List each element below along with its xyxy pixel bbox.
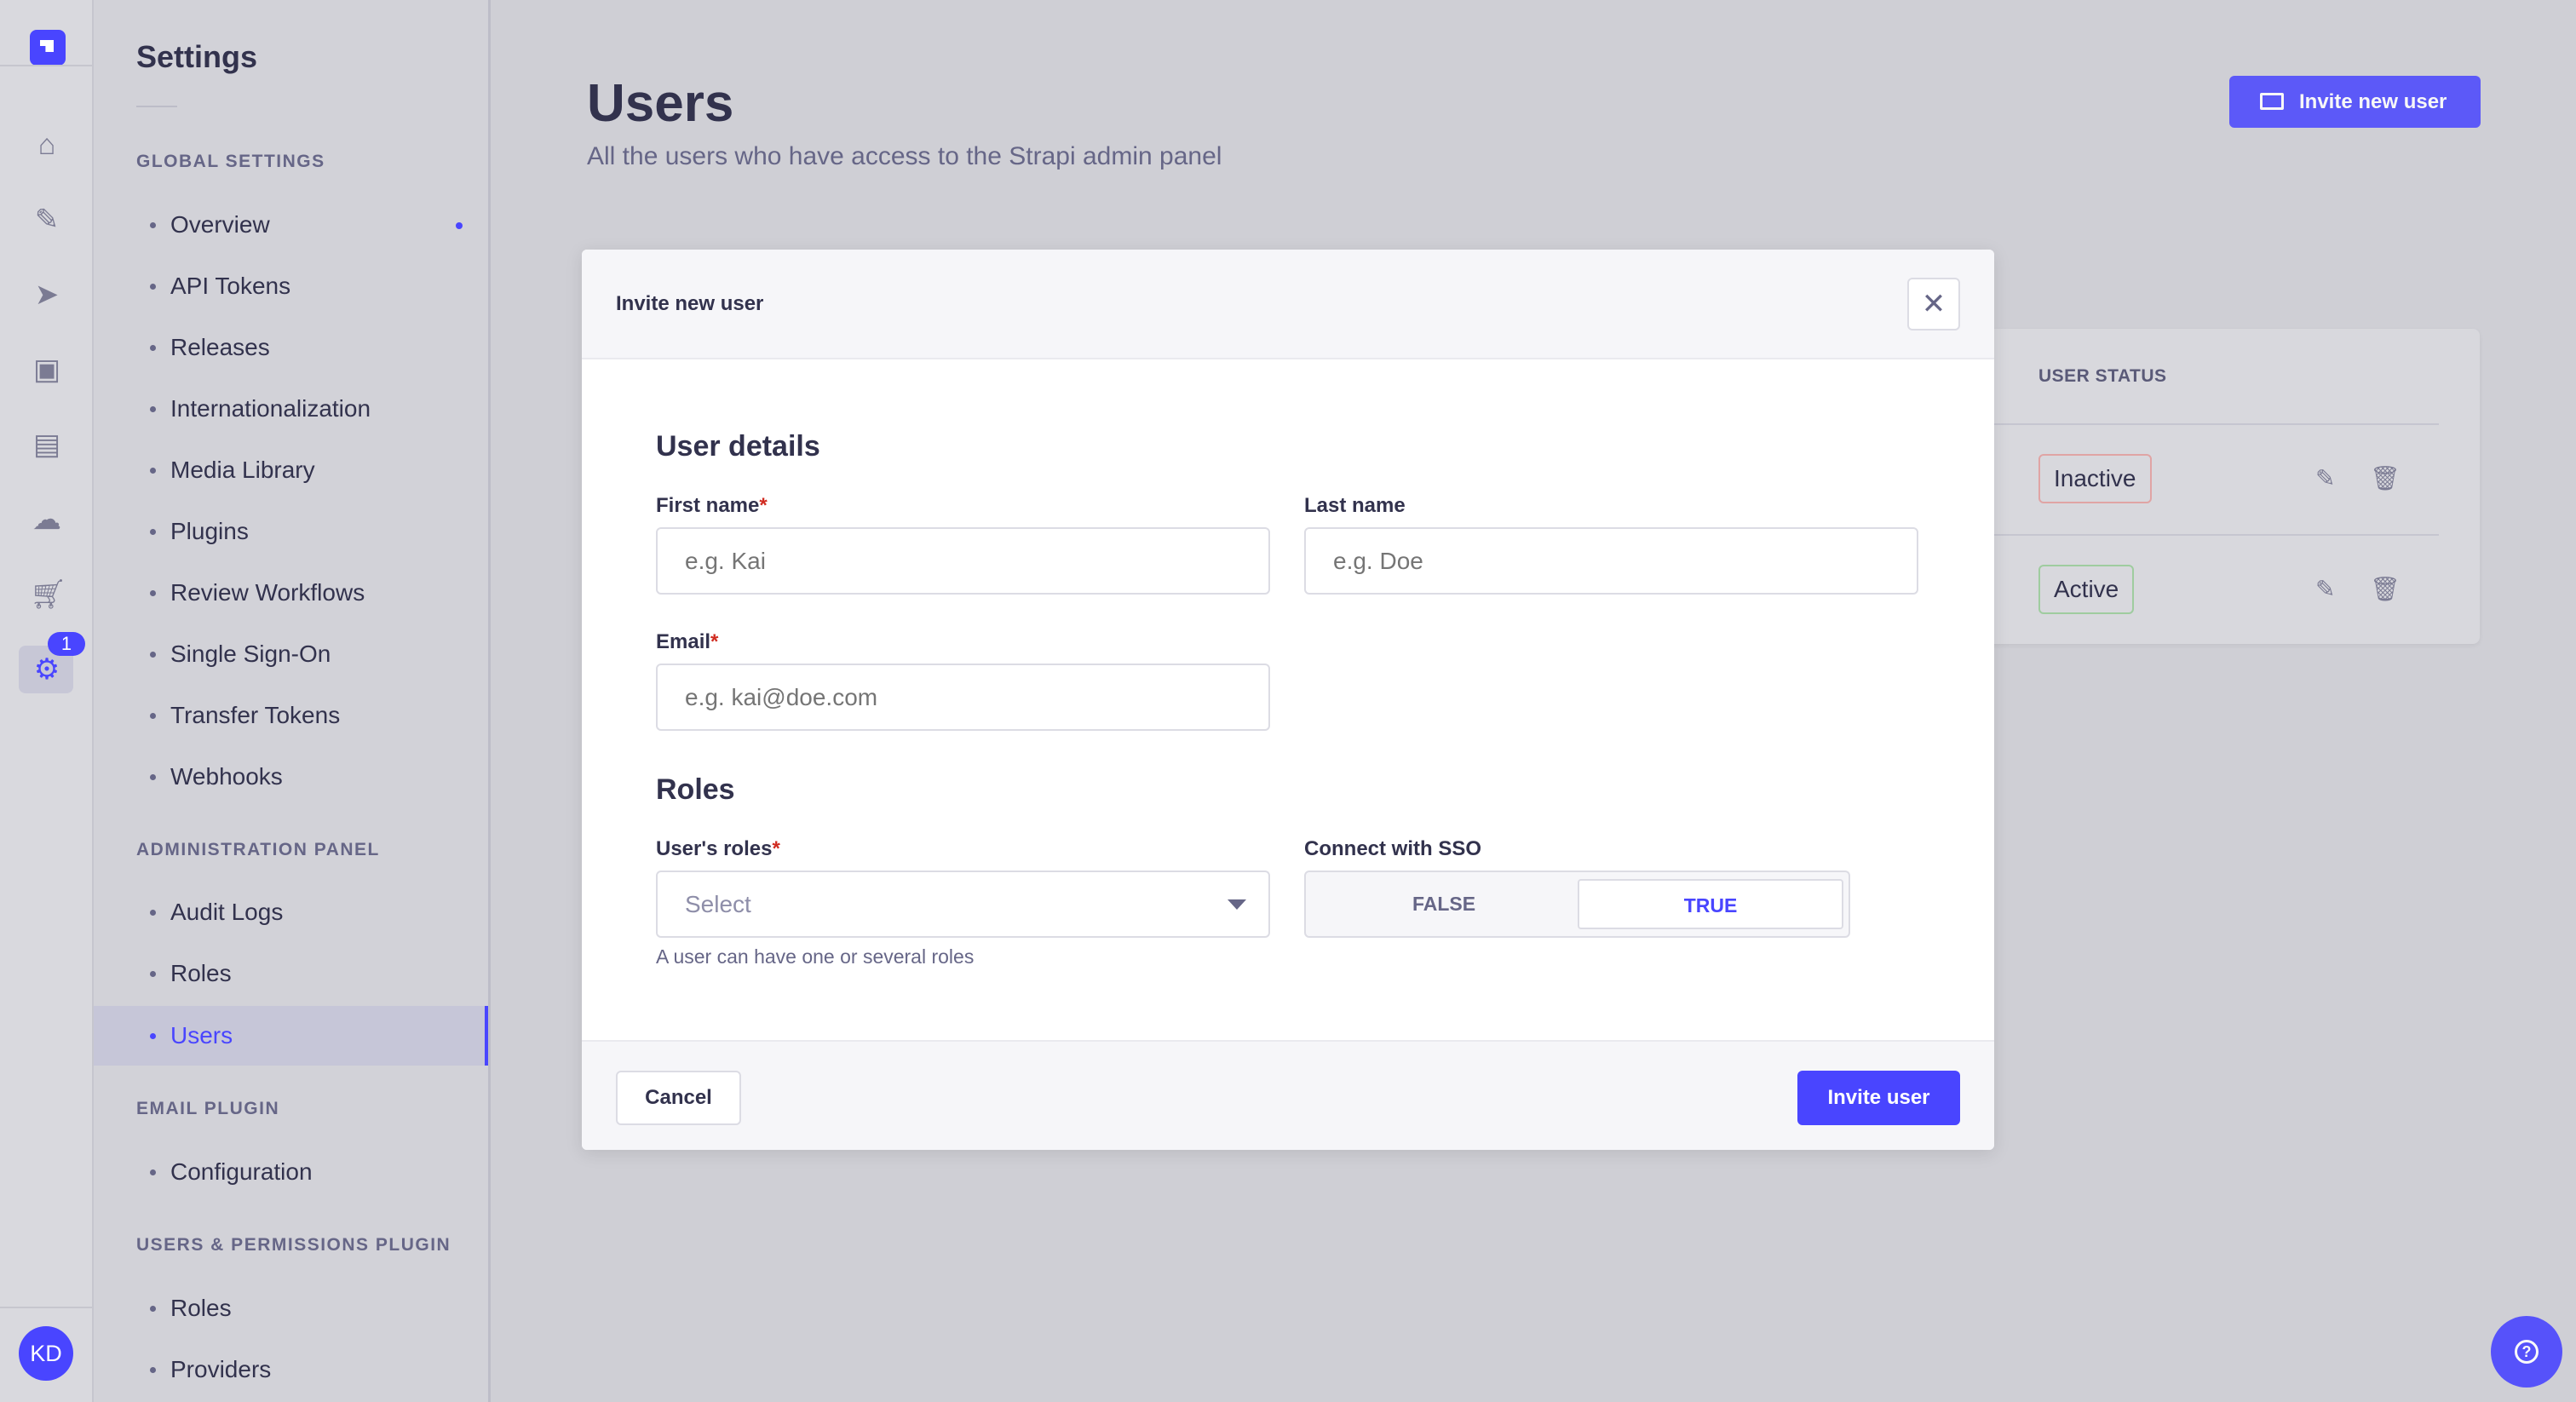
chevron-down-icon bbox=[1228, 899, 1246, 910]
trash-icon[interactable]: 🗑︎ bbox=[2370, 576, 2401, 602]
sidebar-item-media-library[interactable]: Media Library bbox=[94, 440, 488, 500]
section-global-settings: GLOBAL SETTINGS bbox=[136, 152, 325, 171]
question-icon: ? bbox=[2515, 1340, 2539, 1364]
modal-header: Invite new user ✕ bbox=[582, 250, 1994, 359]
select-value: Select bbox=[685, 891, 751, 917]
close-icon: ✕ bbox=[1921, 288, 1946, 320]
sidebar-item-providers[interactable]: Providers bbox=[94, 1340, 488, 1399]
invite-user-modal: Invite new user ✕ User details First nam… bbox=[582, 250, 1994, 1150]
settings-sidebar: Settings GLOBAL SETTINGS Overview API To… bbox=[94, 0, 491, 1402]
sidebar-item-single-sign-on[interactable]: Single Sign-On bbox=[94, 624, 488, 684]
home-icon[interactable]: ⌂ bbox=[37, 129, 56, 161]
sidebar-title: Settings bbox=[136, 39, 258, 74]
last-name-input[interactable] bbox=[1304, 527, 1918, 595]
invite-user-button[interactable]: Invite user bbox=[1797, 1071, 1960, 1125]
sso-toggle[interactable]: FALSE TRUE bbox=[1304, 871, 1850, 938]
user-roles-label: User's roles* bbox=[656, 837, 780, 860]
pencil-icon[interactable]: ✎ bbox=[2315, 576, 2336, 602]
last-name-label: Last name bbox=[1304, 494, 1406, 517]
sidebar-item-up-roles[interactable]: Roles bbox=[94, 1278, 488, 1338]
divider bbox=[1994, 423, 2439, 425]
modal-title: Invite new user bbox=[616, 292, 764, 315]
user-roles-select[interactable]: Select bbox=[656, 871, 1270, 938]
roles-heading: Roles bbox=[656, 773, 735, 806]
first-name-input[interactable] bbox=[656, 527, 1270, 595]
section-administration-panel: ADMINISTRATION PANEL bbox=[136, 840, 380, 859]
sidebar-item-api-tokens[interactable]: API Tokens bbox=[94, 256, 488, 316]
envelope-icon bbox=[2260, 93, 2284, 110]
roles-hint: A user can have one or several roles bbox=[656, 945, 975, 968]
modal-footer: Cancel Invite user bbox=[582, 1040, 1994, 1150]
layout-icon[interactable]: ▤ bbox=[32, 428, 61, 461]
paper-plane-icon[interactable]: ➤ bbox=[34, 279, 60, 311]
section-email-plugin: EMAIL PLUGIN bbox=[136, 1099, 280, 1118]
first-name-label: First name* bbox=[656, 494, 768, 517]
feather-icon[interactable]: ✎ bbox=[34, 204, 60, 236]
cloud-icon[interactable]: ☁ bbox=[32, 503, 61, 536]
close-button[interactable]: ✕ bbox=[1907, 278, 1960, 330]
email-label: Email* bbox=[656, 630, 719, 653]
help-button[interactable]: ? bbox=[2491, 1316, 2562, 1388]
page-subtitle: All the users who have access to the Str… bbox=[587, 142, 1222, 170]
divider bbox=[1994, 534, 2439, 536]
divider bbox=[136, 106, 177, 107]
avatar[interactable]: KD bbox=[19, 1326, 73, 1381]
new-indicator-dot bbox=[456, 222, 463, 229]
pencil-icon[interactable]: ✎ bbox=[2315, 465, 2336, 491]
section-users-permissions-plugin: USERS & PERMISSIONS PLUGIN bbox=[136, 1235, 451, 1255]
sidebar-item-webhooks[interactable]: Webhooks bbox=[94, 747, 488, 807]
sidebar-item-overview[interactable]: Overview bbox=[94, 195, 488, 255]
status-badge: Inactive bbox=[2038, 454, 2152, 503]
sidebar-item-transfer-tokens[interactable]: Transfer Tokens bbox=[94, 686, 488, 745]
strapi-logo[interactable] bbox=[30, 30, 66, 66]
sso-label: Connect with SSO bbox=[1304, 837, 1482, 860]
sidebar-item-internationalization[interactable]: Internationalization bbox=[94, 379, 488, 439]
column-header-user-status: USER STATUS bbox=[2038, 366, 2167, 386]
page-title: Users bbox=[587, 74, 734, 133]
sidebar-item-audit-logs[interactable]: Audit Logs bbox=[94, 882, 488, 942]
divider bbox=[0, 65, 94, 66]
sidebar-item-roles[interactable]: Roles bbox=[94, 944, 488, 1003]
images-icon[interactable]: ▣ bbox=[32, 353, 61, 386]
notification-badge: 1 bbox=[48, 632, 85, 656]
sidebar-item-label: Overview bbox=[170, 211, 270, 238]
divider bbox=[0, 1307, 94, 1308]
gear-icon[interactable]: ⚙ bbox=[33, 653, 60, 686]
cart-icon[interactable]: 🛒︎ bbox=[30, 578, 67, 611]
trash-icon[interactable]: 🗑︎ bbox=[2370, 465, 2401, 491]
sidebar-item-releases[interactable]: Releases bbox=[94, 318, 488, 377]
status-badge: Active bbox=[2038, 565, 2135, 614]
sso-true-option[interactable]: TRUE bbox=[1578, 879, 1843, 929]
sidebar-item-review-workflows[interactable]: Review Workflows bbox=[94, 563, 488, 623]
sidebar-item-users[interactable]: Users bbox=[94, 1006, 488, 1066]
sso-false-option[interactable]: FALSE bbox=[1412, 893, 1476, 915]
main-nav-rail: ⌂ ✎ ➤ ▣ ▤ ☁ 🛒︎ ⚙ 1 KD bbox=[0, 0, 94, 1402]
cancel-button[interactable]: Cancel bbox=[616, 1071, 741, 1125]
sidebar-item-configuration[interactable]: Configuration bbox=[94, 1142, 488, 1202]
user-details-heading: User details bbox=[656, 430, 820, 463]
sidebar-item-plugins[interactable]: Plugins bbox=[94, 502, 488, 561]
button-label: Invite new user bbox=[2299, 90, 2447, 113]
email-input[interactable] bbox=[656, 664, 1270, 731]
invite-new-user-button[interactable]: Invite new user bbox=[2229, 76, 2481, 128]
